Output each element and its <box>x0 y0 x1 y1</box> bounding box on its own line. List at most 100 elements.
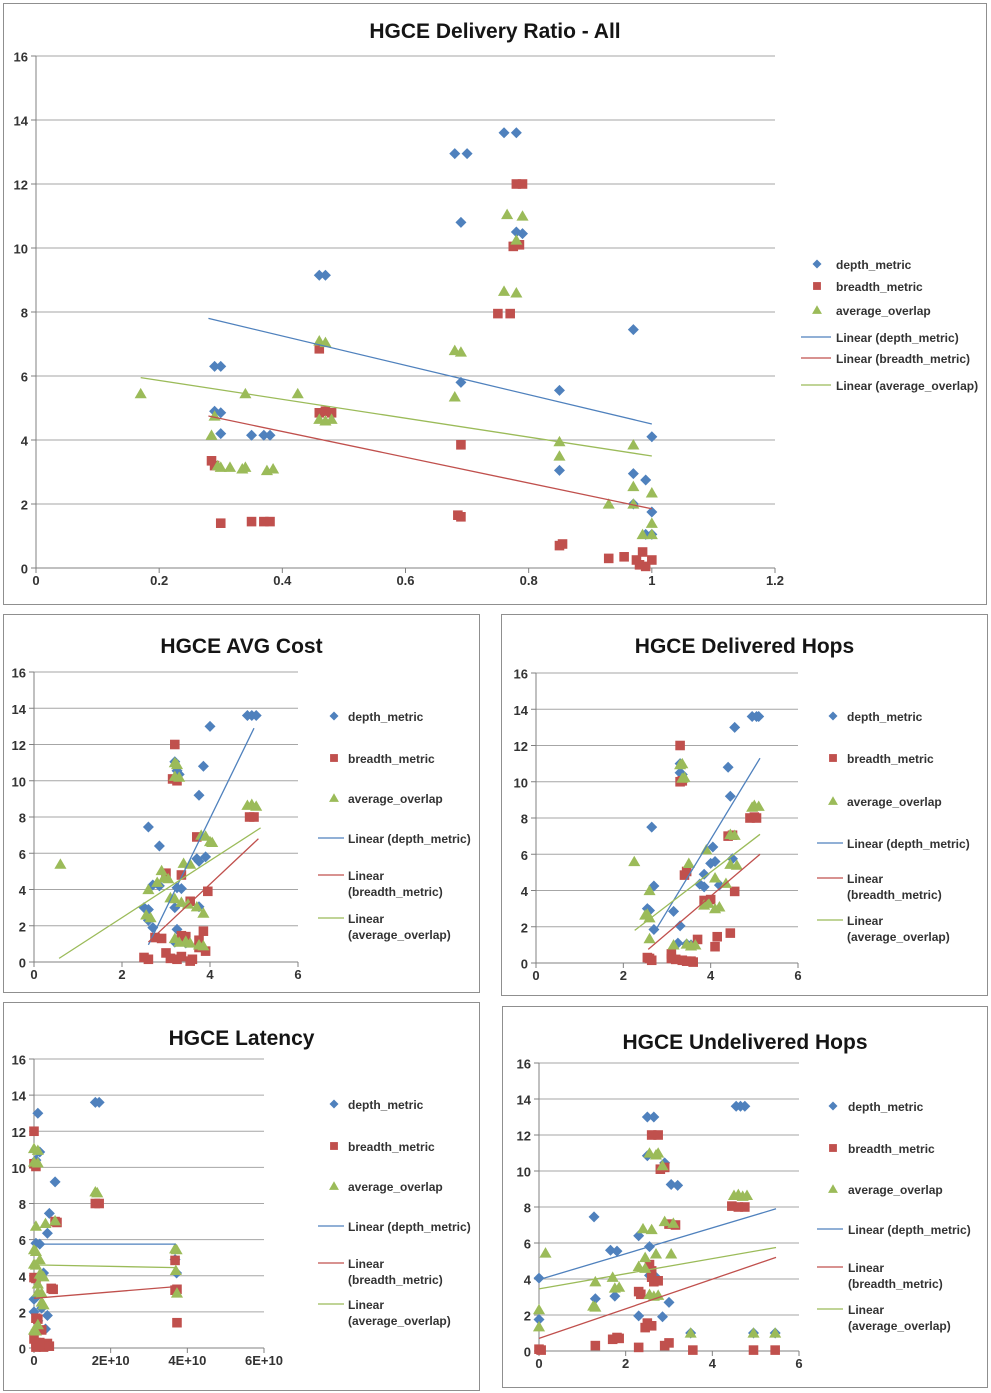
breadth_metric-point <box>705 894 716 905</box>
depth_metric-point <box>41 1309 53 1321</box>
legend-label: breadth_metric <box>836 280 923 294</box>
depth_metric-point <box>724 790 736 802</box>
breadth_metric-point <box>456 440 466 450</box>
chart-hgce-avg-cost[interactable]: HGCE AVG Cost 0 2 4 6 8 10 12 14 16 0 2 4 6 depth_met… <box>3 614 480 993</box>
average_overlap-point <box>658 1215 671 1227</box>
average_overlap-point <box>645 528 658 540</box>
average_overlap-point <box>29 1245 42 1257</box>
series-average_overlap <box>54 756 263 951</box>
y-axis-tick-label: 12 <box>14 178 28 193</box>
depth_metric-point <box>498 127 510 139</box>
legend-item-depth_metric: depth_metric <box>828 1100 924 1114</box>
chart-hgce-delivery-ratio-all[interactable]: HGCE Delivery Ratio - All 0 2 4 6 8 10 12 14 16 0… <box>3 3 987 605</box>
depth_metric-point <box>449 148 461 160</box>
depth_metric-point <box>41 1227 53 1239</box>
average_overlap-point <box>239 461 252 472</box>
legend-square-icon <box>829 754 837 762</box>
depth_metric-point <box>533 1314 545 1325</box>
average_overlap-point <box>740 1189 754 1200</box>
average_overlap-point <box>627 439 640 450</box>
y-axis-tick-label: 10 <box>12 774 26 789</box>
depth_metric-point <box>517 228 529 240</box>
breadth_metric-point <box>614 1333 624 1344</box>
chart-hgce-latency[interactable]: HGCE Latency 0 2 4 6 8 10 12 14 16 0 2E+10 4E+10 6E+… <box>3 1002 480 1391</box>
trendline-average_overlap <box>634 833 761 931</box>
breadth_metric-point <box>265 516 275 527</box>
average_overlap-point <box>713 901 726 912</box>
breadth_metric-point <box>36 1325 47 1335</box>
x-axis-tick-label: 0 <box>32 573 39 588</box>
legend-item-depth_metric: depth_metric <box>329 710 424 724</box>
average_overlap-point <box>144 911 157 923</box>
legend: depth_metric breadth_metric average_overla… <box>318 1098 471 1328</box>
legend-label: Linear <box>847 914 883 928</box>
breadth_metric-point <box>143 954 154 965</box>
average_overlap-point <box>35 1287 48 1298</box>
average_overlap-point <box>752 800 765 811</box>
depth_metric-point <box>648 923 660 935</box>
y-axis-tick-label: 6 <box>19 847 26 862</box>
breadth_metric-point <box>161 948 171 958</box>
average_overlap-point <box>589 1301 602 1312</box>
trendline-depth_metric <box>208 317 652 425</box>
breadth_metric-point <box>729 886 740 897</box>
trendline-breadth_metric <box>647 853 761 950</box>
depth_metric-point <box>665 1179 677 1190</box>
y-axis-tick-label: 10 <box>12 1161 26 1176</box>
depth_metric-point <box>264 429 276 441</box>
gridlines <box>534 1062 799 1352</box>
depth_metric-point <box>627 468 639 480</box>
depth_metric-point <box>215 407 227 419</box>
average_overlap-point <box>702 897 715 908</box>
depth_metric-point <box>646 506 658 518</box>
legend: depth_metric breadth_metric average_overla… <box>318 710 471 942</box>
chart-hgce-delivered-hops[interactable]: HGCE Delivered Hops 0 2 4 6 8 10 12 14 16 0 2 4 6 dep… <box>501 614 988 996</box>
average_overlap-point <box>190 900 203 912</box>
breadth_metric-point <box>206 456 217 466</box>
depth_metric-point <box>461 148 473 160</box>
depth_metric-point <box>553 384 565 396</box>
average_overlap-point <box>769 1327 782 1338</box>
average_overlap-point <box>510 234 523 245</box>
breadth_metric-point <box>710 941 720 952</box>
average_overlap-point <box>29 1220 42 1231</box>
gridlines <box>31 55 775 569</box>
x-axis-tick-label: 6 <box>795 1356 802 1371</box>
breadth_metric-point <box>727 1201 737 1211</box>
trendline-breadth_metric <box>208 415 652 510</box>
depth_metric-point <box>589 1293 601 1305</box>
average_overlap-point <box>155 864 168 876</box>
legend-item-linear-average_overlap: Linear (average_overlap) <box>801 379 978 393</box>
breadth_metric-point <box>31 1342 41 1352</box>
average_overlap-point <box>29 1325 42 1336</box>
trendline-average_overlap <box>140 376 652 457</box>
depth_metric-point <box>605 1244 616 1256</box>
breadth_metric-point <box>172 1317 182 1328</box>
breadth_metric-point <box>517 179 528 189</box>
average_overlap-point <box>267 463 280 474</box>
depth_metric-point <box>510 127 522 139</box>
average_overlap-point <box>747 1327 760 1338</box>
breadth_metric-point <box>493 308 503 319</box>
x-axis-tick-label: 0 <box>535 1356 542 1371</box>
breadth_metric-point <box>675 740 685 751</box>
legend-label: average_overlap <box>848 1183 943 1197</box>
x-axis-tick-label: 6E+10 <box>245 1353 283 1368</box>
legend-label: Linear <box>848 1261 884 1275</box>
breadth_metric-point <box>679 870 690 880</box>
average_overlap-point <box>643 911 656 923</box>
legend-item-breadth_metric: breadth_metric <box>330 1140 435 1154</box>
y-axis-tick-label: 12 <box>12 1125 26 1140</box>
breadth_metric-point <box>633 1342 644 1353</box>
chart-hgce-undelivered-hops[interactable]: HGCE Undelivered Hops 0 2 4 6 8 10 12 14 16 0 2 4 6 d… <box>502 1006 988 1388</box>
breadth_metric-point <box>670 954 681 965</box>
x-axis-tick-label: 4E+10 <box>168 1353 206 1368</box>
y-axis-tick-label: 2 <box>19 919 26 934</box>
legend-label: (breadth_metric) <box>348 1273 443 1287</box>
legend-label: breadth_metric <box>848 1142 935 1156</box>
trendlines <box>634 757 761 950</box>
average_overlap-point <box>319 336 332 348</box>
legend-item-breadth_metric: breadth_metric <box>813 280 923 294</box>
depth_metric-point <box>553 464 565 476</box>
